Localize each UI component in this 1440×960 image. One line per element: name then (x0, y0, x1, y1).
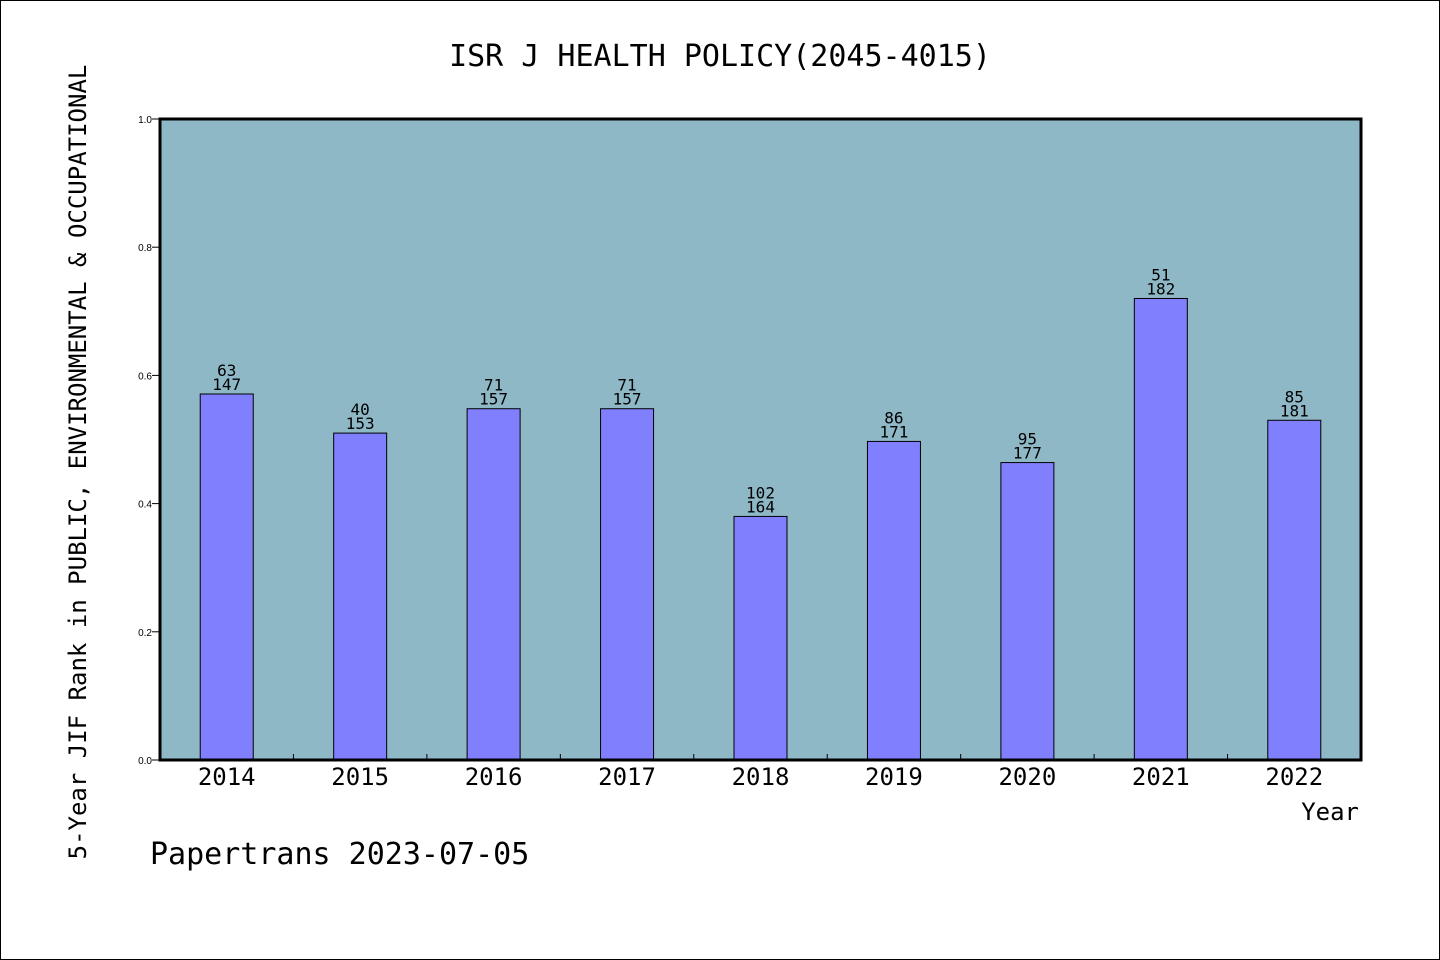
bar-label-rank: 71 (484, 376, 503, 395)
bar (333, 432, 388, 761)
bar-label-total: 157 (479, 390, 508, 409)
bar-label-total: 177 (1013, 444, 1042, 463)
bar-label-total: 182 (1146, 279, 1175, 298)
y-axis-label: 5-Year JIF Rank in PUBLIC, ENVIRONMENTAL… (64, 65, 92, 860)
bar (1000, 462, 1055, 761)
bar-label-total: 181 (1280, 401, 1309, 420)
bar-label-total: 157 (613, 390, 642, 409)
bar-label-rank: 95 (1018, 430, 1037, 449)
y-tick-label: 0.0 (138, 756, 152, 767)
x-tick-label: 2016 (465, 763, 523, 791)
bar (1267, 419, 1322, 761)
bar (1133, 297, 1188, 761)
bars-group (199, 297, 1322, 761)
y-tick-label: 0.2 (138, 628, 152, 639)
bar-label-total: 153 (346, 414, 375, 433)
x-tick-label: 2022 (1265, 763, 1323, 791)
x-tick-label: 2021 (1132, 763, 1190, 791)
bar-label-rank: 85 (1285, 387, 1304, 406)
bar (733, 515, 788, 761)
chart-title: ISR J HEALTH POLICY(2045-4015) (449, 39, 991, 74)
x-tick-label: 2019 (865, 763, 923, 791)
x-tick-label: 2015 (331, 763, 389, 791)
x-tick-label: 2020 (998, 763, 1056, 791)
bar-label-total: 147 (212, 375, 241, 394)
bar-label-rank: 63 (217, 361, 236, 380)
y-tick-label: 1.0 (138, 115, 152, 126)
bar (199, 393, 254, 761)
bar-label-rank: 40 (351, 400, 370, 419)
y-tick-label: 0.8 (138, 243, 152, 254)
bar (600, 408, 655, 761)
footer-credit: Papertrans 2023-07-05 (150, 837, 529, 872)
bar-label-rank: 102 (746, 483, 775, 502)
bar (866, 440, 921, 761)
y-tick-label: 0.4 (138, 500, 152, 511)
bar-label-rank: 71 (617, 376, 636, 395)
x-tick-label: 2018 (732, 763, 790, 791)
plot-border (158, 117, 1363, 762)
x-axis-label: Year (1301, 798, 1359, 826)
bar-label-total: 171 (879, 422, 908, 441)
x-axis: 2014 2015 2016 2017 2018 2019 2020 2021 2022 (198, 754, 1323, 791)
bar-label-rank: 86 (884, 408, 903, 427)
x-tick-label: 2014 (198, 763, 256, 791)
x-tick-label: 2017 (598, 763, 656, 791)
bar-label-total: 164 (746, 497, 775, 516)
bar (466, 408, 521, 761)
y-tick-label: 0.6 (138, 371, 152, 382)
bar-label-rank: 51 (1151, 265, 1170, 284)
y-axis: 0.0 0.2 0.4 0.6 0.8 1.0 (138, 115, 160, 767)
